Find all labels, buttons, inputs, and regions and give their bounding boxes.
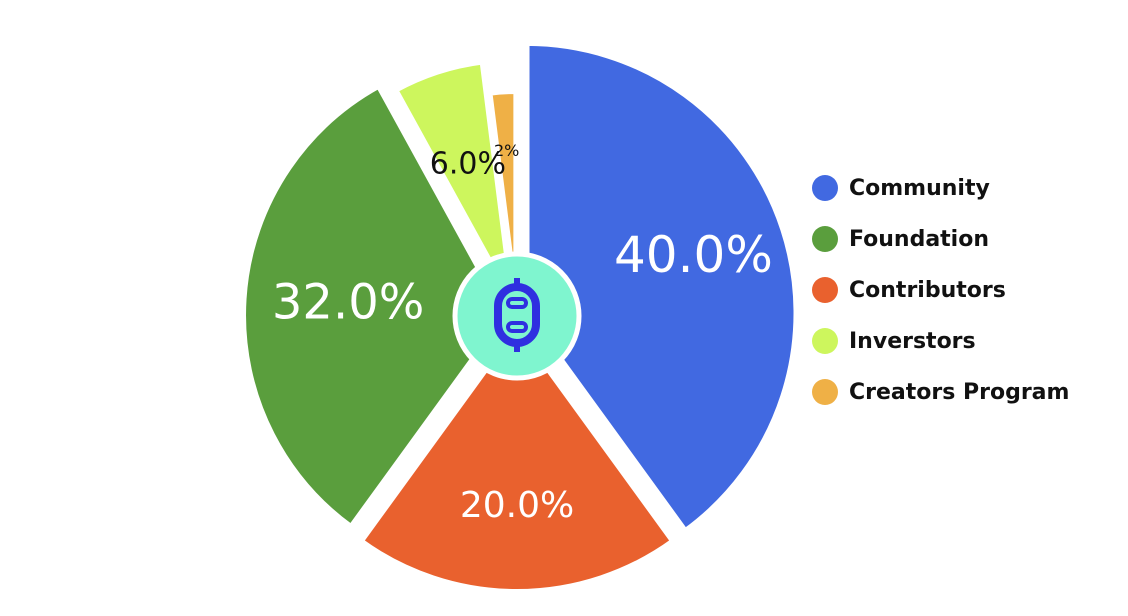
center-badge — [452, 251, 582, 381]
legend-swatch — [812, 328, 838, 354]
legend-label: Contributors — [849, 278, 1006, 303]
legend-swatch — [812, 226, 838, 252]
legend-label: Foundation — [849, 227, 989, 252]
pie-slice — [392, 58, 517, 308]
data-label: 40.0% — [614, 226, 773, 284]
pie-slice — [240, 82, 509, 531]
legend-swatch — [812, 175, 838, 201]
logo-bar — [506, 321, 528, 333]
data-label: 2% — [494, 141, 519, 160]
logo-bar — [506, 297, 528, 309]
legend-swatch — [812, 379, 838, 405]
labels: 40.0% 20.0% 32.0% 6.0%2% — [272, 141, 773, 526]
legend: Community Foundation Contributors Inverstor… — [812, 175, 1069, 405]
data-label: 32.0% — [272, 274, 424, 330]
legend-label: Community — [849, 176, 990, 201]
center-circle — [452, 251, 582, 381]
pie-slice — [523, 39, 800, 535]
legend-label: Creators Program — [849, 380, 1069, 405]
slices — [240, 39, 800, 595]
legend-swatch — [812, 277, 838, 303]
data-label: 20.0% — [460, 485, 574, 526]
legend-label: Inverstors — [849, 329, 976, 354]
pie-slice — [357, 323, 677, 595]
data-label: 6.0% — [430, 146, 506, 181]
